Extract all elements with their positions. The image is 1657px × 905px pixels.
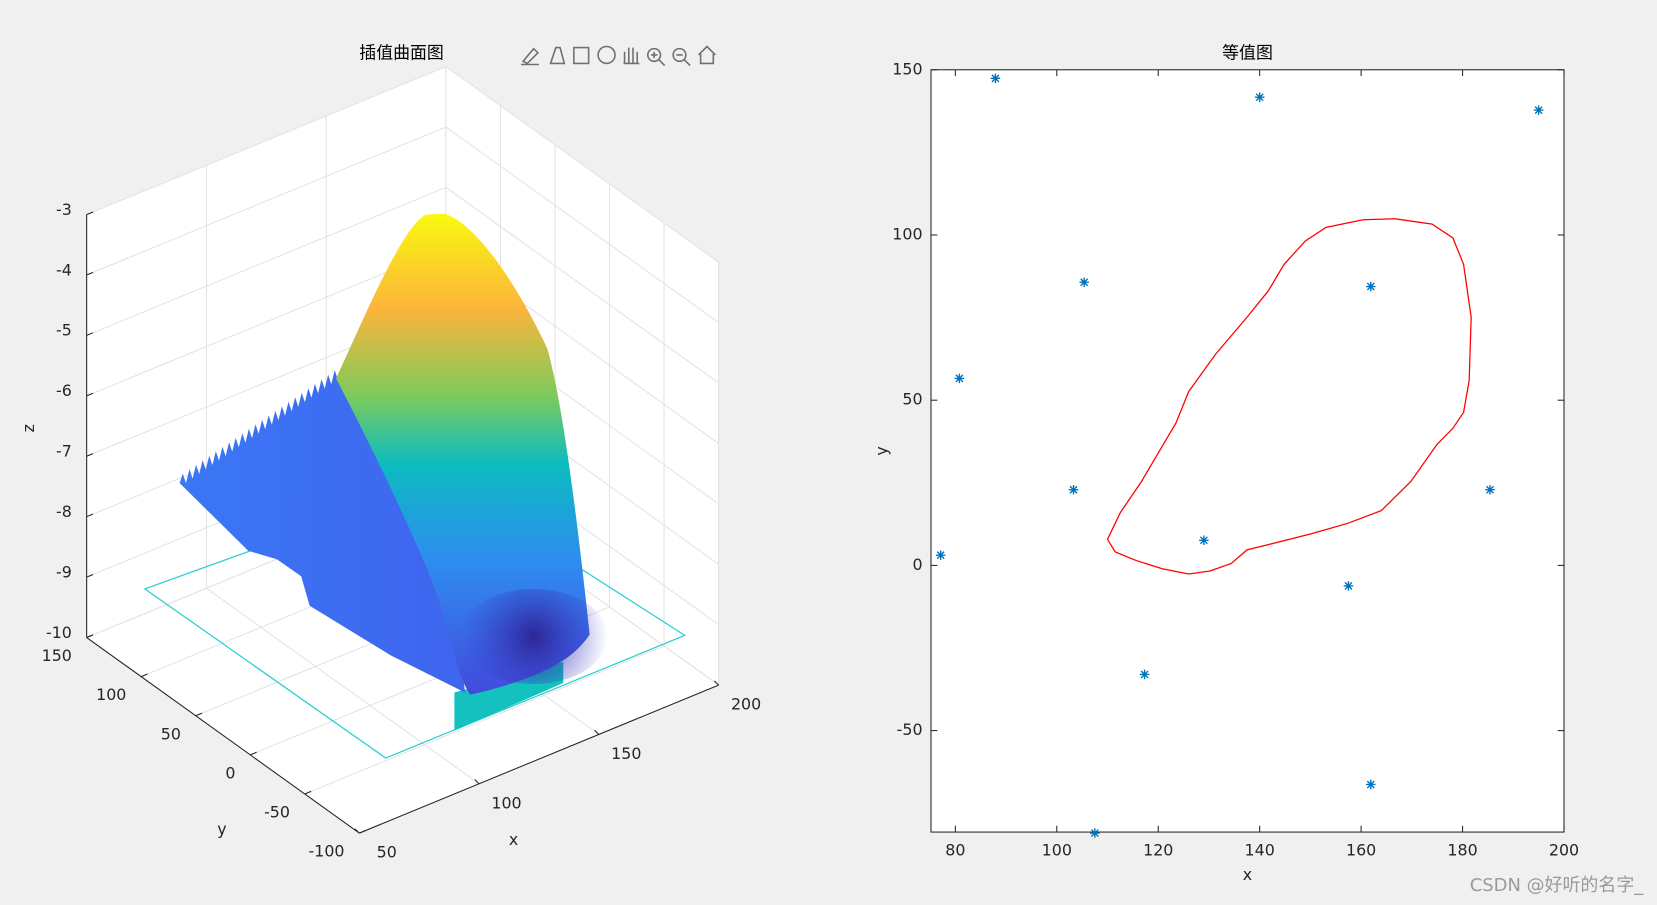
x-tick-label: 200	[1549, 841, 1579, 860]
chart-title: 插值曲面图	[359, 42, 444, 62]
data-point	[1090, 828, 1100, 838]
y-tick-label: 50	[902, 390, 922, 409]
z-tick-label: -10	[46, 623, 72, 642]
y-tick	[86, 634, 94, 639]
y-tick-label: 0	[225, 763, 235, 782]
grid-line	[206, 587, 480, 785]
toolbar-home[interactable]	[697, 45, 716, 65]
x-tick-label: 80	[945, 841, 965, 860]
watermark: CSDN @好听的名字_	[1470, 875, 1645, 896]
y-tick-label: 150	[892, 59, 922, 78]
data-point	[1365, 281, 1376, 292]
data-point	[1139, 669, 1150, 680]
y-tick-label: 100	[96, 685, 126, 704]
y-tick-label: 100	[892, 224, 922, 243]
y-tick-label: -50	[897, 720, 923, 739]
z-tick-label: -8	[56, 502, 72, 521]
x-axis-label: x	[509, 830, 518, 849]
y-axis-label: y	[872, 446, 891, 455]
toolbar-datatip[interactable]	[549, 46, 566, 65]
y-tick-label: 150	[42, 646, 72, 665]
grid-line	[445, 187, 719, 384]
toolbar-legend[interactable]	[573, 46, 590, 65]
x-tick-label: 200	[731, 695, 761, 714]
toolbar-pan[interactable]	[623, 47, 640, 65]
z-tick-label: -7	[56, 442, 72, 461]
data-point	[1199, 535, 1209, 546]
x-tick-label: 140	[1245, 841, 1275, 860]
data-point	[1533, 105, 1544, 115]
data-point	[1343, 581, 1354, 591]
grid-line	[86, 186, 447, 336]
y-tick	[140, 673, 148, 678]
z-tick-label: -3	[56, 200, 72, 219]
contour-line	[1106, 218, 1472, 575]
data-point	[954, 373, 965, 384]
y-tick-label: 50	[161, 724, 181, 743]
y-axis-label: y	[217, 819, 226, 838]
x-tick	[354, 828, 360, 834]
axis-line	[86, 637, 360, 834]
x-tick-label: 160	[1346, 841, 1376, 860]
surface-axes: -10 -9 -8 -7 -6 -5 -4 -3 -100 -50 0 50 100 150 50 100 15…	[19, 42, 761, 861]
y-tick	[195, 712, 203, 717]
plot-area	[930, 69, 1565, 833]
axes-toolbar	[520, 45, 716, 67]
y-tick	[304, 790, 312, 795]
data-point	[1068, 484, 1079, 495]
z-tick	[86, 513, 94, 518]
z-tick-label: -9	[56, 562, 72, 581]
grid-line	[86, 126, 447, 276]
x-tick-label: 100	[1042, 841, 1072, 860]
data-point	[990, 73, 1001, 84]
x-tick	[713, 680, 719, 686]
z-tick-label: -5	[56, 321, 72, 340]
z-tick	[86, 573, 94, 578]
data-point	[1365, 779, 1376, 790]
x-tick	[594, 729, 600, 735]
grid-line	[86, 66, 447, 216]
x-tick-label: 50	[377, 843, 397, 862]
y-tick	[250, 751, 257, 756]
z-tick	[86, 332, 94, 336]
z-tick	[86, 211, 94, 216]
data-point	[1485, 484, 1495, 495]
toolbar-brush[interactable]	[520, 47, 540, 66]
x-tick-label: 180	[1447, 841, 1477, 860]
grid-line	[445, 66, 719, 263]
y-tick-label: -50	[264, 803, 290, 822]
x-axis-label: x	[1243, 865, 1252, 884]
x-tick-label: 150	[611, 744, 641, 763]
y-tick	[359, 829, 366, 834]
data-point	[935, 550, 946, 560]
x-tick-label: 100	[491, 793, 521, 812]
x-tick-label: 120	[1143, 841, 1173, 860]
y-tick-label: -100	[309, 842, 345, 861]
data-point	[1254, 92, 1265, 102]
z-tick	[86, 392, 94, 397]
x-tick	[474, 779, 480, 785]
surface-shade	[459, 588, 608, 685]
z-axis-label: z	[19, 424, 38, 432]
grid-line	[445, 126, 719, 324]
axis-line	[359, 684, 719, 834]
surface-ridge	[336, 213, 590, 695]
toolbar-zoom-out[interactable]	[672, 47, 691, 67]
chart-title: 等值图	[1222, 42, 1273, 62]
z-tick	[86, 271, 94, 276]
z-tick	[86, 453, 94, 457]
z-tick-label: -4	[56, 260, 72, 279]
toolbar-rotate[interactable]	[597, 45, 616, 65]
toolbar-zoom-in[interactable]	[647, 47, 666, 67]
data-point	[1079, 277, 1089, 287]
z-tick-label: -6	[56, 381, 72, 400]
contour-axes: 80 100 120 140 160 180 200 -50 0 50 100 150 等值图 x y	[872, 42, 1579, 883]
grid-line	[304, 645, 665, 795]
y-tick-label: 0	[912, 555, 922, 574]
